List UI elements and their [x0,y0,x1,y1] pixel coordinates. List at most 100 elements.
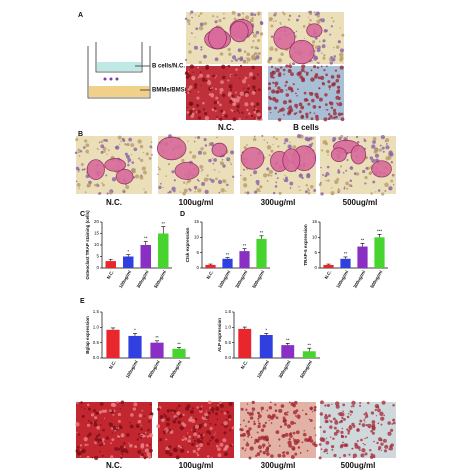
y-tick-label: 1.0 [93,325,100,330]
image-speck [389,152,394,157]
image-speck [140,424,142,427]
image-speck [392,174,395,177]
image-speck [331,83,334,87]
image-speck [185,183,188,185]
image-speck [248,427,252,431]
image-speck [165,438,168,441]
image-speck [241,447,245,450]
image-speck [336,429,340,433]
image-speck [305,98,309,102]
image-speck [295,430,300,435]
x-tick-label: N.C. [108,360,117,370]
significance: ** [286,337,290,342]
image-speck [352,424,356,428]
image-speck [209,426,213,431]
image-speck [159,437,163,442]
image-speck [100,442,104,446]
image-speck [248,84,250,86]
image-speck [308,418,311,420]
image-speck [245,442,250,447]
micrograph [240,133,317,195]
micrograph [267,10,345,66]
image-speck [212,411,215,414]
image-speck [216,418,219,421]
image-speck [101,409,105,413]
image-label: 500ug/ml [343,198,378,207]
image-speck [278,438,281,441]
image-speck [158,168,161,171]
image-speck [336,102,339,105]
image-speck [123,190,126,194]
image-speck [292,437,295,440]
image-speck [288,64,292,69]
image-speck [183,435,185,438]
image-speck [266,409,269,412]
image-speck [236,109,240,112]
image-speck [255,102,260,106]
osteoclast [174,161,200,180]
image-speck [341,33,345,37]
image-speck [356,140,360,144]
image-speck [229,88,233,91]
image-speck [165,449,170,455]
image-speck [168,190,172,194]
bar [106,329,120,358]
image-speck [127,158,132,162]
error-bar [108,258,113,262]
image-speck [220,109,224,113]
image-speck [80,163,84,167]
image-speck [203,423,208,427]
image-speck [199,22,204,27]
image-speck [197,116,202,120]
image-speck [137,139,142,144]
image-speck [324,103,328,107]
image-speck [249,18,254,23]
image-speck [319,181,322,184]
image-speck [246,403,249,405]
image-speck [390,443,394,447]
image-speck [237,13,241,17]
image-speck [206,442,210,446]
image-speck [257,51,261,56]
image-speck [297,446,301,449]
image-speck [314,36,318,40]
image-speck [302,409,304,412]
image-speck [231,60,233,63]
image-speck [120,140,123,143]
image-speck [249,416,254,420]
image-speck [262,451,266,455]
image-speck [133,147,138,152]
image-speck [213,168,216,171]
image-speck [223,12,225,15]
image-speck [250,102,254,106]
image-speck [111,432,114,434]
image-speck [294,103,299,108]
image-speck [95,419,98,422]
error-bar [208,263,213,265]
image-speck [173,179,176,182]
image-speck [103,150,106,153]
image-speck [105,174,108,177]
y-tick-label: 15 [312,219,318,224]
image-speck [331,117,333,120]
image-speck [284,84,287,87]
image-speck [253,104,255,107]
image-speck [259,21,264,25]
image-speck [295,30,298,33]
image-speck [315,117,319,121]
image-speck [200,48,203,51]
image-speck [131,161,135,164]
image-speck [216,101,220,104]
image-speck [187,432,189,434]
image-speck [227,414,232,419]
image-speck [380,134,386,140]
image-speck [210,436,214,440]
image-speck [383,414,386,417]
image-speck [249,73,252,76]
image-speck [324,29,328,33]
image-speck [188,23,191,25]
image-speck [373,456,376,458]
significance: ** [155,335,159,340]
image-speck [335,78,340,83]
x-tick-label: 100ug/ml [217,270,231,289]
